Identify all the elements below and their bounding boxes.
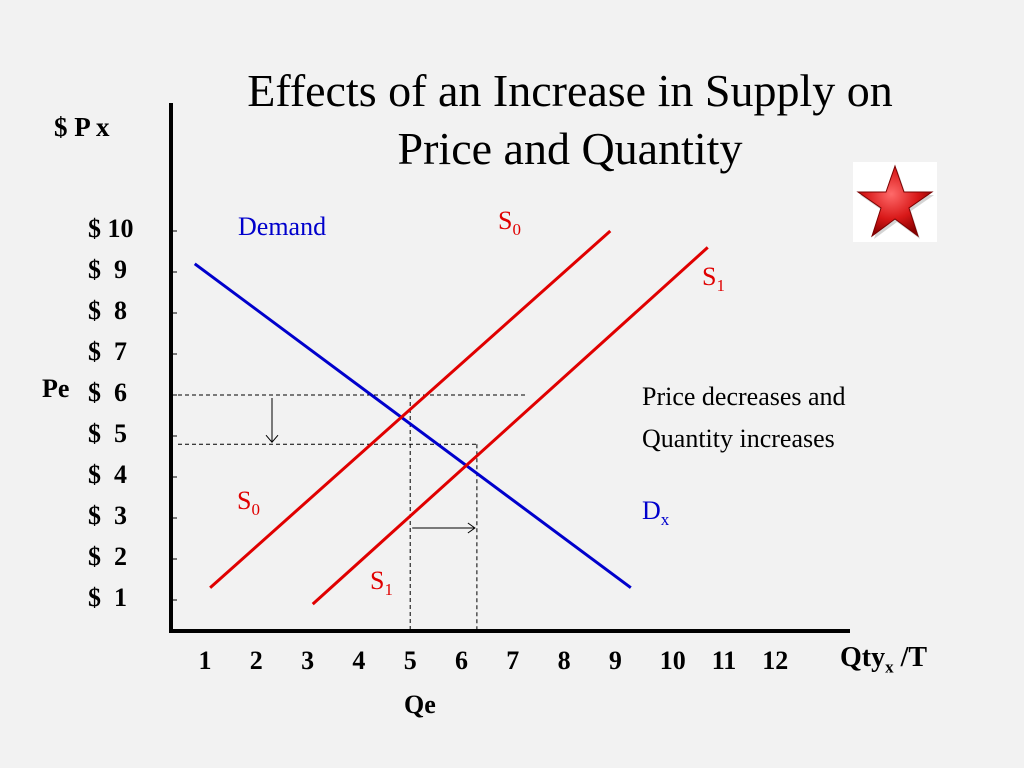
y-tick-label: $ 1 <box>88 583 127 612</box>
s1-bottom-label: S1 <box>370 566 393 600</box>
x-tick-label: 1 <box>198 646 212 675</box>
series-line-demand <box>193 262 632 589</box>
dx-sub: x <box>660 510 670 530</box>
note-line-2: Quantity increases <box>642 424 835 453</box>
x-tick-label: 9 <box>608 646 622 675</box>
x-axis-label-tail: /T <box>893 642 928 673</box>
y-tick-label: $ 6 <box>88 378 127 407</box>
x-tick-label: 11 <box>711 646 737 675</box>
s0-bottom-label: S0 <box>237 486 260 520</box>
price-arrow-head <box>265 434 279 443</box>
dx-label: Dx <box>642 496 669 530</box>
s0-top-sub: 0 <box>512 220 521 240</box>
s1-bottom-sub: 1 <box>384 580 393 600</box>
y-tick-label: $ 5 <box>88 419 127 448</box>
y-tick-label: $ 8 <box>88 296 127 325</box>
s1-top-main: S <box>702 262 717 291</box>
x-axis-label: Qtyx /T <box>840 642 927 678</box>
y-axis-label: $ P x <box>54 112 110 142</box>
x-tick-label: 12 <box>762 646 789 675</box>
y-tick-label: $ 4 <box>88 460 127 489</box>
pe-label: Pe <box>42 374 70 403</box>
s0-top-label: S0 <box>498 206 521 240</box>
y-tick-label: $ 9 <box>88 255 127 284</box>
y-tick-label: $ 3 <box>88 501 127 530</box>
s0-bottom-main: S <box>237 486 252 515</box>
x-tick-label: 4 <box>352 646 366 675</box>
chart-title: Effects of an Increase in Supply on Pric… <box>170 62 970 178</box>
axes <box>169 103 850 633</box>
title-line-1: Effects of an Increase in Supply on <box>247 65 893 116</box>
guide-lines <box>178 394 528 630</box>
x-tick-label: 8 <box>557 646 571 675</box>
s1-top-sub: 1 <box>716 276 725 296</box>
demand-label: Demand <box>238 212 327 241</box>
quantity-arrow-head <box>467 522 476 534</box>
x-axis-label-main: Qty <box>840 642 886 673</box>
note-line-1: Price decreases and <box>642 382 846 411</box>
y-tick-label: $ 2 <box>88 542 127 571</box>
y-tick-label: $ 7 <box>88 337 127 366</box>
x-tick-label: 10 <box>659 646 686 675</box>
s1-top-label: S1 <box>702 262 725 296</box>
title-line-2: Price and Quantity <box>397 123 743 174</box>
y-tick-label: $ 10 <box>88 214 134 243</box>
s0-bottom-sub: 0 <box>251 500 260 520</box>
x-tick-label: 3 <box>301 646 315 675</box>
star-badge <box>853 162 937 242</box>
s1-bottom-main: S <box>370 566 385 595</box>
annotation-note: Price decreases and Quantity increases <box>642 376 846 460</box>
x-tick-label: 7 <box>506 646 520 675</box>
x-axis-label-sub: x <box>885 657 894 677</box>
series-line-s0 <box>209 229 612 589</box>
x-tick-label: 6 <box>455 646 468 675</box>
star-icon <box>856 164 934 239</box>
series-lines <box>193 229 709 606</box>
s0-top-main: S <box>498 206 513 235</box>
dx-main: D <box>642 496 661 525</box>
x-tick-label: 2 <box>249 646 263 675</box>
qe-label: Qe <box>404 690 436 719</box>
x-tick-label: 5 <box>403 646 417 675</box>
series-line-s1 <box>311 246 709 606</box>
